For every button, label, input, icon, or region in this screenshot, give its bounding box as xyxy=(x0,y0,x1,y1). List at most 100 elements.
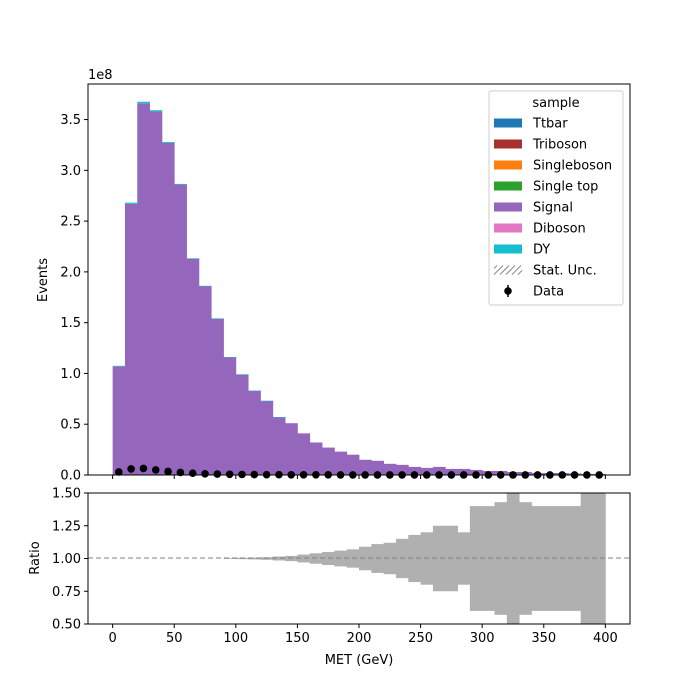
legend-label-dy: DY xyxy=(533,243,550,258)
bar-dy-13 xyxy=(272,417,286,418)
main-y-tick-label: 0.0 xyxy=(60,469,81,484)
bar-dy-8 xyxy=(211,318,224,319)
x-tick-label: 250 xyxy=(408,631,433,646)
bar-signal-6 xyxy=(186,258,200,475)
stacked-bars xyxy=(112,101,606,476)
bar-signal-18 xyxy=(334,451,348,475)
bar-dy-7 xyxy=(198,285,212,287)
bar-signal-5 xyxy=(174,184,187,476)
legend-label-diboson: Diboson xyxy=(533,222,586,237)
y-offset-text: 1e8 xyxy=(88,68,113,83)
x-tick-label: 0 xyxy=(108,631,116,646)
x-tick-label: 150 xyxy=(285,631,310,646)
legend-label-singleboson: Singleboson xyxy=(533,159,612,174)
bar-signal-9 xyxy=(223,357,237,475)
main-x-ticks xyxy=(112,475,606,479)
legend-label-single-top: Single top xyxy=(533,180,598,195)
x-axis-label: MET (GeV) xyxy=(325,653,394,668)
bar-signal-17 xyxy=(322,447,335,475)
bar-dy-10 xyxy=(235,374,249,375)
ratio-band-bin-26 xyxy=(432,525,446,592)
ratio-band-bin-37 xyxy=(568,506,582,611)
hatch-line xyxy=(493,265,498,269)
ratio-y-tick-label: 1.50 xyxy=(52,487,81,502)
ratio-band-bin-35 xyxy=(543,506,557,611)
legend-swatch-singleboson xyxy=(494,160,522,170)
ratio-band-bin-13 xyxy=(272,556,286,561)
data-point-5 xyxy=(176,468,185,477)
hatch-line xyxy=(517,270,523,275)
x-tick-label: 350 xyxy=(531,631,556,646)
bar-signal-21 xyxy=(371,460,385,475)
bar-signal-0 xyxy=(112,366,126,475)
data-point-9 xyxy=(225,470,234,479)
data-point-1 xyxy=(127,465,135,473)
ratio-band-bin-33 xyxy=(519,502,532,615)
ratio-y-ticks: 0.50 0.75 1.00 1.25 1.50 xyxy=(52,487,88,633)
bar-signal-4 xyxy=(161,142,175,475)
bar-signal-1 xyxy=(124,203,138,475)
bar-signal-12 xyxy=(260,400,274,475)
main-y-axis-label: Events xyxy=(36,258,51,302)
bar-signal-15 xyxy=(297,433,311,475)
main-y-tick-label: 3.0 xyxy=(60,164,81,179)
main-y-tick-label: 3.5 xyxy=(60,113,81,128)
data-point-4 xyxy=(164,467,172,476)
legend-label-stat-unc-: Stat. Unc. xyxy=(533,264,597,279)
ratio-band-bin-20 xyxy=(359,546,372,571)
x-tick-label: 50 xyxy=(166,631,183,646)
ratio-x-ticks: 0 50 100 150 200 250 300 350 400 xyxy=(108,624,618,646)
hatch-line xyxy=(511,265,522,275)
main-y-tick-label: 2.5 xyxy=(60,215,81,230)
legend-entries: Ttbar Triboson Singleboson Single top Signal… xyxy=(493,117,612,300)
data-point-8 xyxy=(213,470,222,478)
main-y-tick-label: 2.0 xyxy=(60,265,81,280)
data-point-10 xyxy=(238,470,246,479)
ratio-band-bin-28 xyxy=(457,532,471,585)
legend-swatch-diboson xyxy=(494,223,522,233)
legend-swatch-stat-unc- xyxy=(493,265,523,275)
ratio-band-bin-39 xyxy=(593,493,606,624)
ratio-y-axis-label: Ratio xyxy=(28,541,43,574)
bar-signal-23 xyxy=(395,464,409,475)
legend-swatch-signal xyxy=(494,202,522,212)
bar-dy-11 xyxy=(248,390,261,392)
ratio-y-tick-label: 0.50 xyxy=(52,618,81,633)
bar-dy-4 xyxy=(161,141,175,143)
x-tick-label: 100 xyxy=(223,631,248,646)
bar-signal-26 xyxy=(432,466,446,475)
bar-signal-2 xyxy=(137,103,150,475)
x-tick-label: 200 xyxy=(347,631,372,646)
ratio-panel: 0.50 0.75 1.00 1.25 1.50 0 50 100 150 200 250 300 3… xyxy=(28,487,631,668)
ratio-band-bin-9 xyxy=(223,558,237,559)
bar-signal-20 xyxy=(359,459,372,475)
main-y-tick-label: 0.5 xyxy=(60,418,81,433)
data-point-6 xyxy=(188,469,197,477)
legend-title: sample xyxy=(532,96,579,111)
ratio-y-tick-label: 0.75 xyxy=(52,585,81,600)
data-points xyxy=(114,464,604,479)
bar-signal-3 xyxy=(149,111,163,475)
ratio-y-tick-label: 1.25 xyxy=(52,519,81,534)
bar-signal-16 xyxy=(309,442,323,475)
bar-dy-0 xyxy=(112,365,126,367)
bar-dy-3 xyxy=(149,110,163,112)
legend-swatch-ttbar xyxy=(494,118,522,128)
ratio-band-bin-11 xyxy=(248,557,261,560)
main-y-tick-label: 1.5 xyxy=(60,316,81,331)
bar-signal-24 xyxy=(408,466,421,475)
main-y-tick-label: 1.0 xyxy=(60,367,81,382)
legend-box xyxy=(488,90,624,306)
bar-dy-2 xyxy=(137,101,150,104)
bar-dy-5 xyxy=(174,183,187,185)
hatch-line xyxy=(499,265,510,275)
hatch-line xyxy=(505,265,516,275)
bar-dy-12 xyxy=(260,400,274,402)
bar-signal-10 xyxy=(235,374,249,475)
legend-marker-data xyxy=(504,287,512,295)
bar-signal-22 xyxy=(383,463,397,475)
legend-label-signal: Signal xyxy=(533,201,573,216)
bar-signal-14 xyxy=(285,423,298,475)
legend-label-triboson: Triboson xyxy=(532,138,587,153)
